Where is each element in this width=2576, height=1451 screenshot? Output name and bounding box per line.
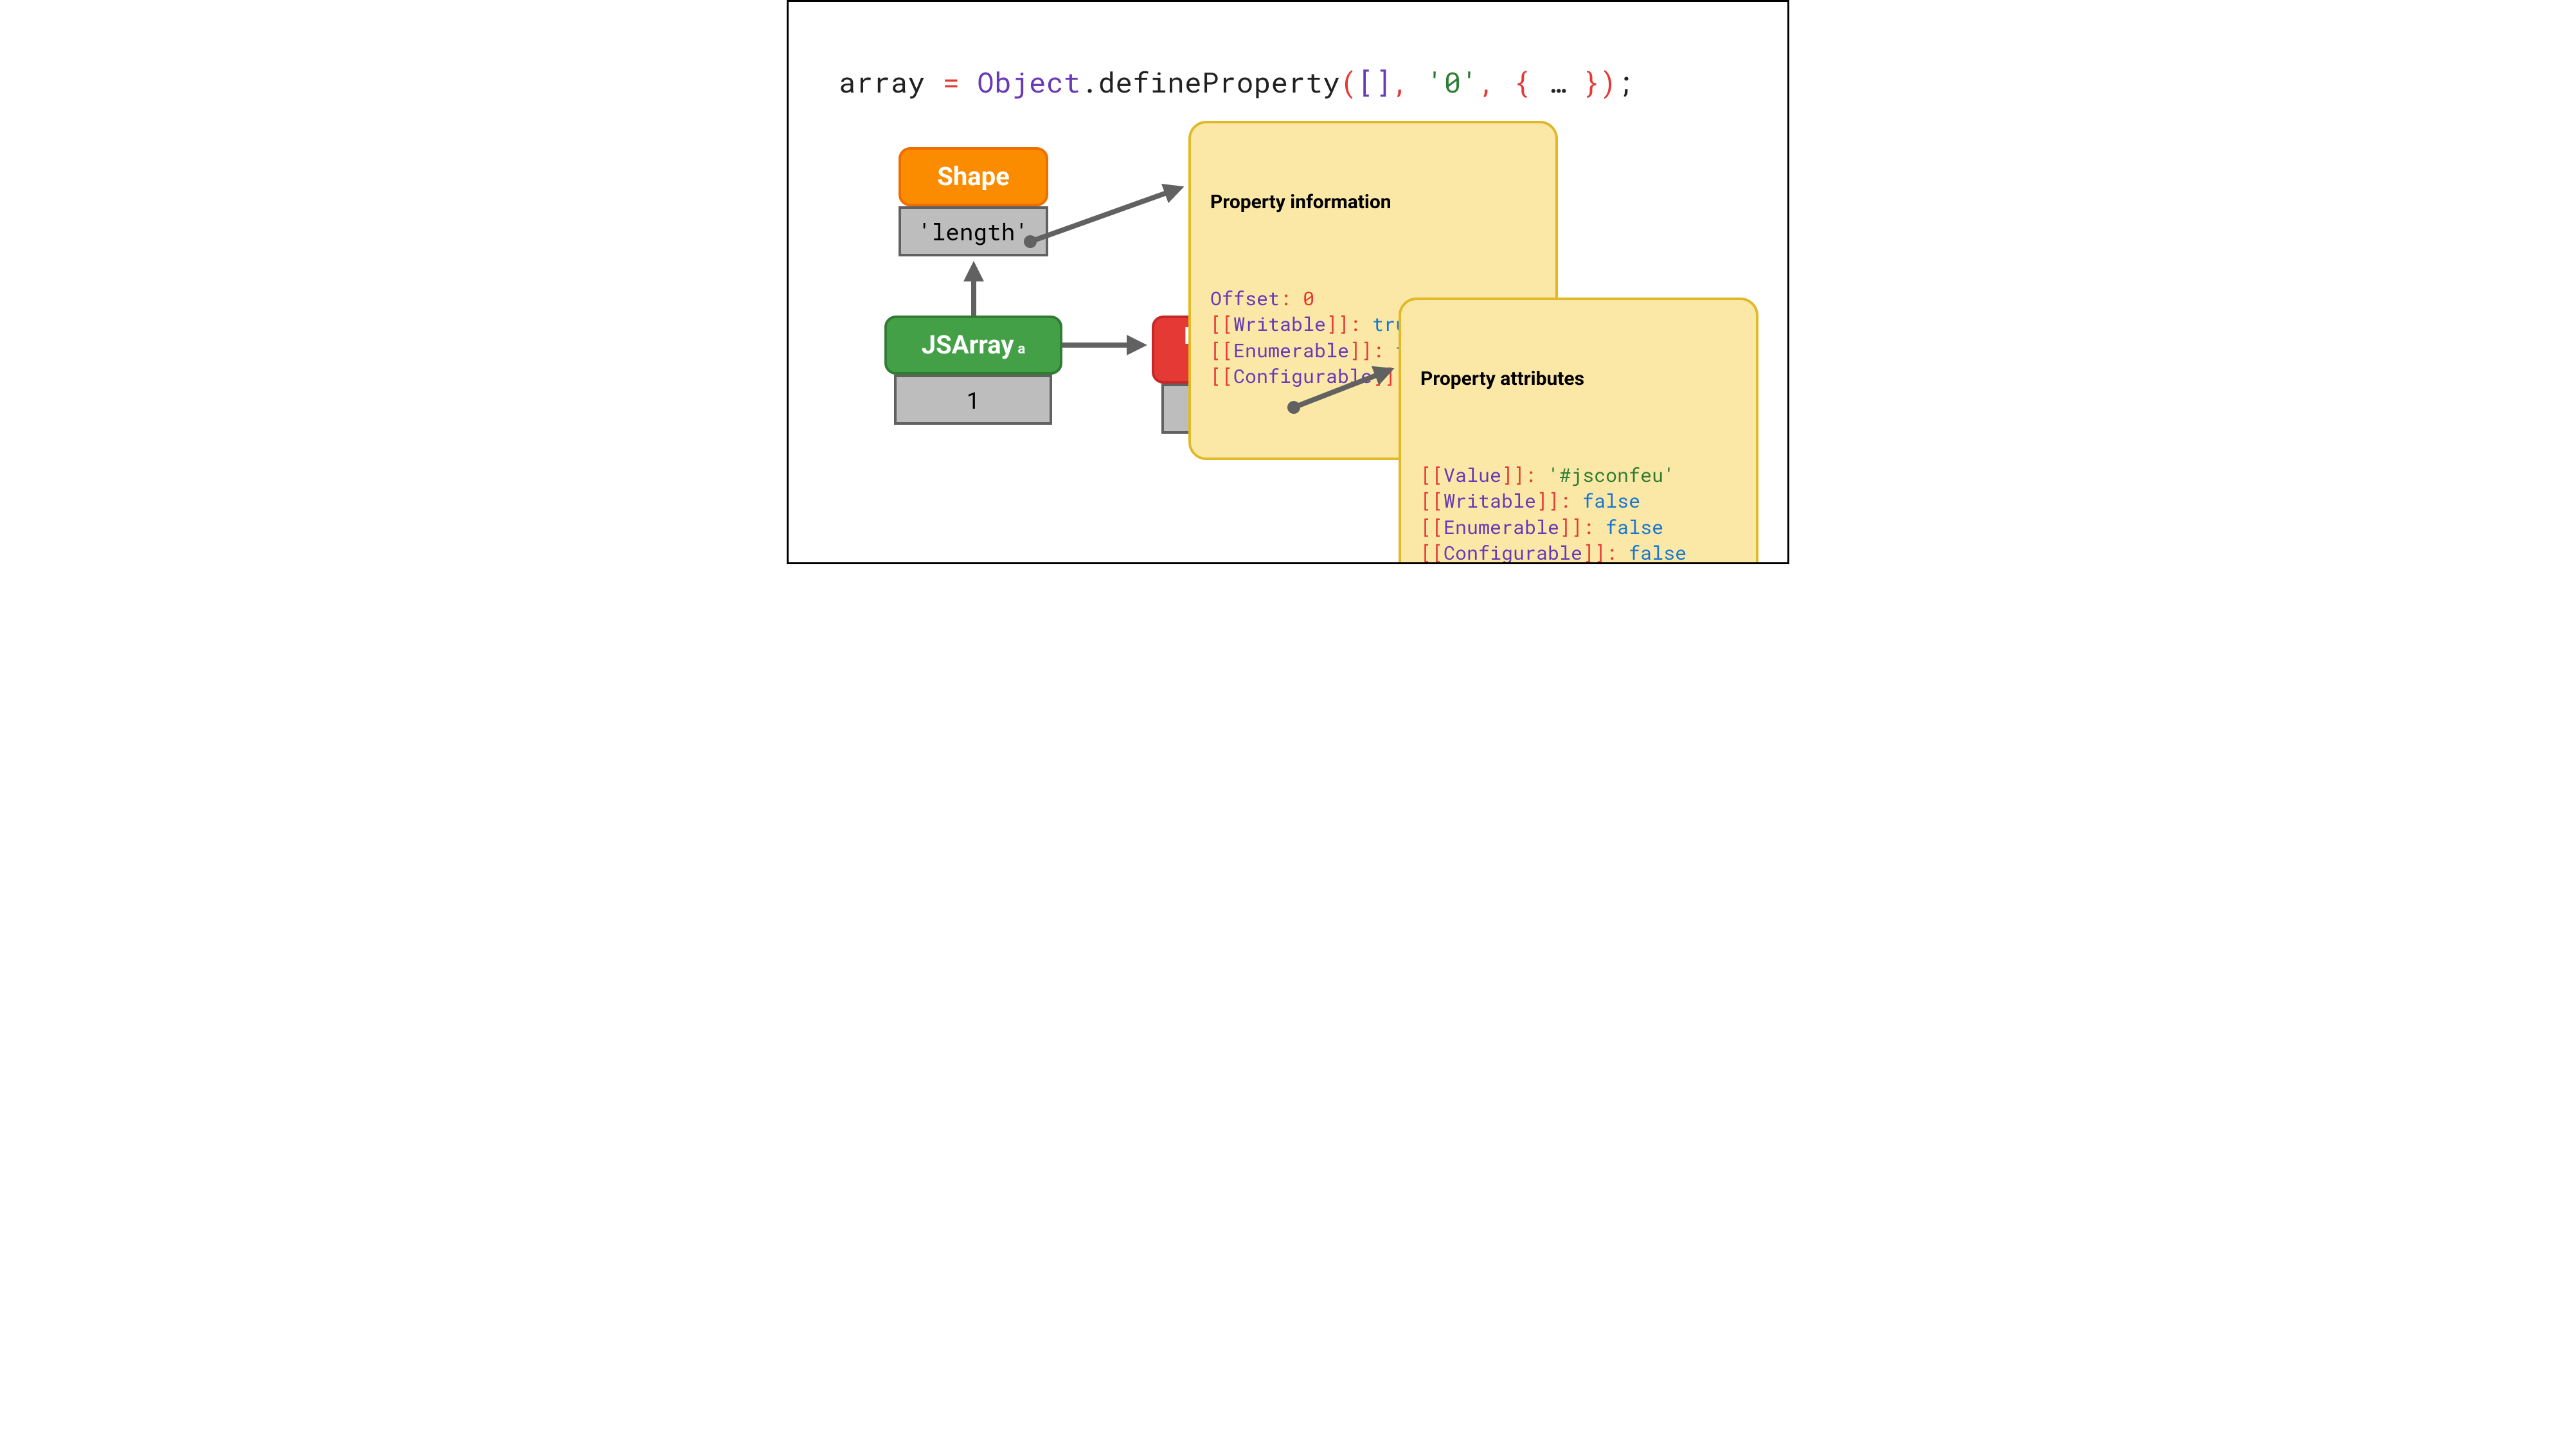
shape-label: Shape [937, 162, 1010, 191]
jsarray-label-main: JSArray [922, 330, 1014, 360]
shape-slot-label: 'length' [918, 216, 1029, 247]
jsarray-label: JSArraya [922, 330, 1026, 360]
slide-frame: array = Object.defineProperty([], '0', {… [787, 0, 1789, 564]
code-line: array = Object.defineProperty([], '0', {… [839, 63, 1634, 100]
property-attributes-panel: Property attributes [[Value]]: '#jsconfe… [1399, 298, 1758, 564]
property-attributes-body: [[Value]]: '#jsconfeu'[[Writable]]: fals… [1420, 463, 1737, 565]
shape-node: Shape [899, 147, 1048, 206]
length-to-propinfo [1030, 188, 1179, 242]
arrow-origin-dot [1024, 235, 1037, 248]
jsarray-slot: 1 [894, 375, 1052, 425]
jsarray-node: JSArraya [884, 316, 1062, 375]
jsarray-label-sub: a [1017, 341, 1025, 357]
property-information-title: Property information [1210, 190, 1536, 216]
shape-slot: 'length' [899, 206, 1048, 256]
jsarray-slot-label: 1 [966, 384, 980, 415]
arrow-origin-dot [1287, 401, 1300, 414]
property-attributes-title: Property attributes [1420, 366, 1737, 393]
